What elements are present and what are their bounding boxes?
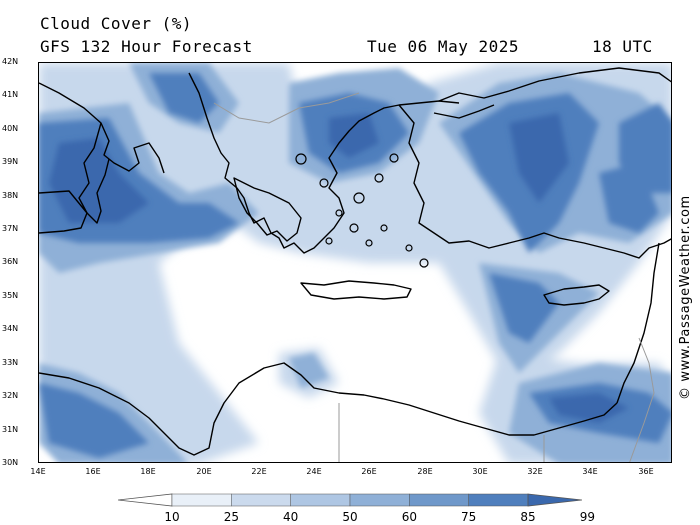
lon-label: 30E <box>472 467 488 476</box>
lat-label: 39N <box>2 157 19 166</box>
forecast-date: Tue 06 May 2025 <box>367 37 519 56</box>
legend-swatch <box>409 493 469 507</box>
legend-label: 75 <box>461 510 477 524</box>
sicily-coastline <box>39 190 88 234</box>
lon-label: 24E <box>306 467 322 476</box>
balkan-borders <box>213 92 360 124</box>
lat-label: 36N <box>2 257 19 266</box>
lon-label: 20E <box>196 467 212 476</box>
legend-label: 60 <box>401 510 417 524</box>
lat-label: 34N <box>2 324 19 333</box>
cyprus-coastline <box>543 284 610 306</box>
africa-coastline <box>39 362 618 456</box>
map-title: Cloud Cover (%) <box>40 14 192 33</box>
lat-label: 31N <box>2 425 19 434</box>
cloud-cover-map <box>38 62 672 463</box>
levant-coastline <box>616 242 660 404</box>
legend-swatch <box>171 493 232 507</box>
forecast-subtitle: GFS 132 Hour Forecast <box>40 37 253 56</box>
country-borders <box>213 92 655 462</box>
legend-label: 85 <box>520 510 536 524</box>
legend-arrow-right <box>527 493 582 507</box>
lon-label: 34E <box>582 467 598 476</box>
legend-label: 40 <box>283 510 299 524</box>
lon-label: 14E <box>30 467 46 476</box>
lon-label: 28E <box>417 467 433 476</box>
lat-label: 38N <box>2 191 19 200</box>
aegean-islands <box>295 153 429 268</box>
marmara-coastline <box>433 104 495 119</box>
lat-label: 30N <box>2 458 19 467</box>
lon-label: 32E <box>527 467 543 476</box>
legend-swatch <box>231 493 291 507</box>
watermark-text: © www.PassageWeather.com <box>678 195 693 400</box>
cloud-cover-max <box>49 113 629 423</box>
color-legend-segments <box>118 493 582 507</box>
levant-border <box>629 337 655 462</box>
legend-swatch <box>349 493 410 507</box>
lat-label: 37N <box>2 224 19 233</box>
forecast-time: 18 UTC <box>592 37 653 56</box>
legend-swatch <box>468 493 529 507</box>
peloponnese-coastline <box>233 177 302 242</box>
legend-label: 99 <box>579 510 595 524</box>
lat-label: 32N <box>2 391 19 400</box>
lon-label: 36E <box>638 467 654 476</box>
legend-arrow-left <box>118 493 173 507</box>
lon-label: 26E <box>361 467 377 476</box>
lon-label: 18E <box>140 467 156 476</box>
lat-label: 42N <box>2 57 19 66</box>
legend-label: 50 <box>342 510 358 524</box>
legend-label: 25 <box>223 510 239 524</box>
greece-coastline <box>188 72 460 254</box>
lon-label: 16E <box>85 467 101 476</box>
crete-coastline <box>300 280 412 300</box>
lat-label: 40N <box>2 124 19 133</box>
watermark: © www.PassageWeather.com <box>678 150 698 400</box>
anatolia-coastline <box>398 104 671 259</box>
map-canvas <box>39 63 671 462</box>
lat-label: 35N <box>2 291 19 300</box>
coastlines <box>39 67 671 456</box>
color-legend <box>118 493 582 507</box>
black-sea-coastline <box>438 67 671 102</box>
lat-label: 33N <box>2 358 19 367</box>
legend-swatch <box>290 493 351 507</box>
italy-coastline <box>39 82 165 174</box>
legend-label: 10 <box>164 510 180 524</box>
lat-label: 41N <box>2 90 19 99</box>
lon-label: 22E <box>251 467 267 476</box>
